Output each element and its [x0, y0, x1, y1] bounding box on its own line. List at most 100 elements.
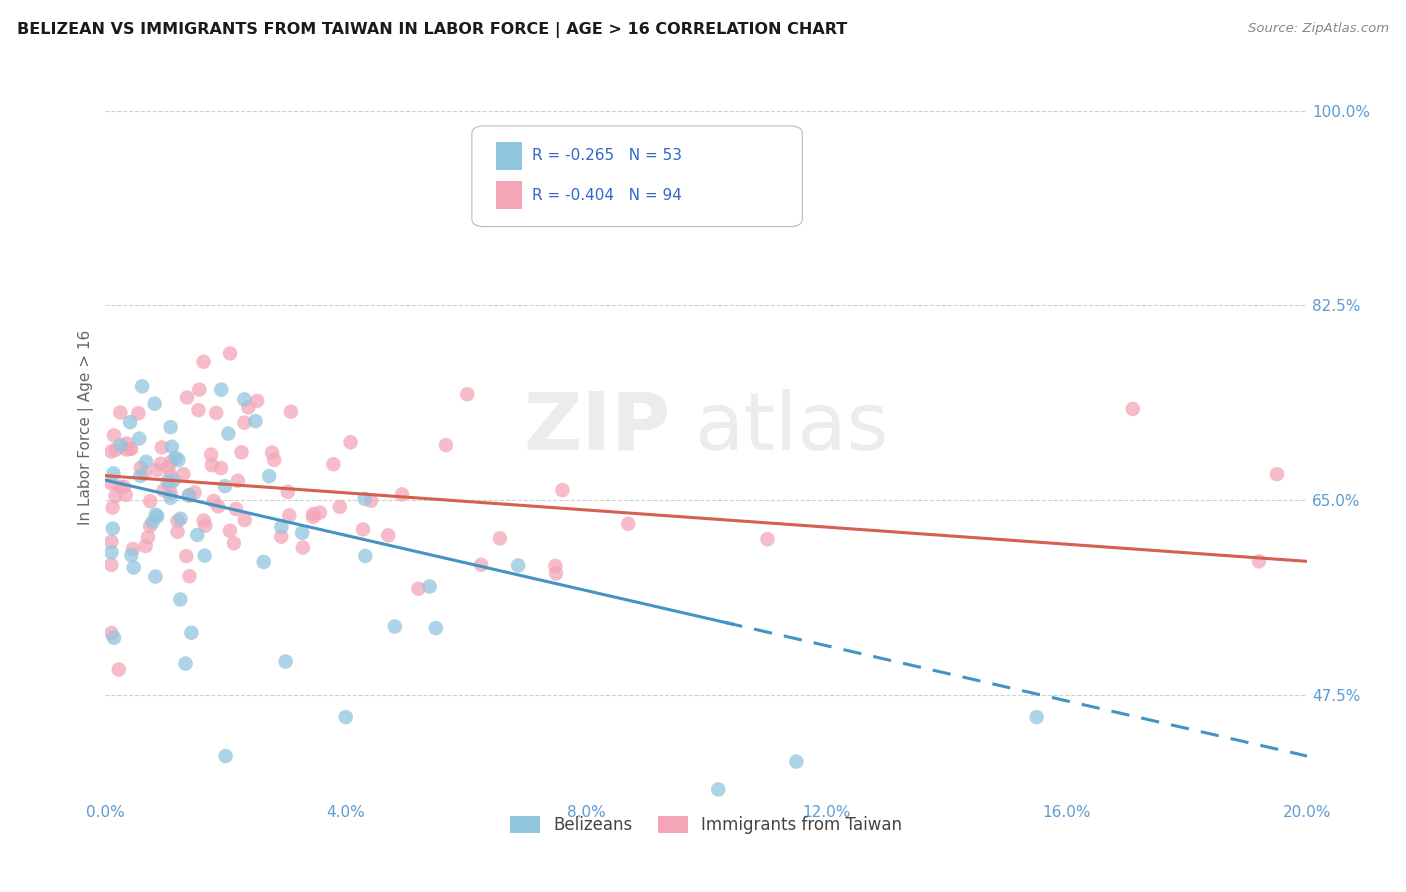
- Point: [263, 453, 285, 467]
- Point: [354, 549, 377, 563]
- Point: [115, 436, 138, 450]
- Point: [277, 484, 299, 499]
- Point: [217, 426, 239, 441]
- Point: [270, 530, 292, 544]
- Point: [756, 533, 779, 547]
- Point: [352, 523, 374, 537]
- Point: [150, 441, 173, 455]
- Point: [707, 782, 730, 797]
- Legend: Belizeans, Immigrants from Taiwan: Belizeans, Immigrants from Taiwan: [503, 809, 908, 840]
- Point: [641, 187, 664, 202]
- Point: [470, 558, 492, 572]
- Point: [134, 467, 156, 481]
- Point: [193, 355, 215, 369]
- Point: [408, 582, 430, 596]
- Point: [201, 458, 224, 472]
- Point: [159, 468, 181, 483]
- Point: [169, 511, 191, 525]
- Point: [146, 509, 169, 524]
- Point: [107, 663, 129, 677]
- Point: [160, 440, 183, 454]
- Point: [136, 530, 159, 544]
- Point: [291, 525, 314, 540]
- Point: [384, 619, 406, 633]
- Point: [194, 549, 217, 563]
- Text: Source: ZipAtlas.com: Source: ZipAtlas.com: [1249, 22, 1389, 36]
- Point: [209, 383, 232, 397]
- Point: [233, 392, 256, 407]
- FancyBboxPatch shape: [472, 126, 803, 227]
- FancyBboxPatch shape: [496, 181, 523, 210]
- Point: [156, 475, 179, 489]
- Point: [104, 442, 127, 457]
- Point: [193, 514, 215, 528]
- Point: [302, 510, 325, 524]
- Point: [245, 414, 267, 428]
- Point: [225, 502, 247, 516]
- Point: [200, 448, 222, 462]
- FancyBboxPatch shape: [496, 142, 523, 170]
- Point: [257, 469, 280, 483]
- Point: [110, 405, 132, 419]
- Point: [120, 442, 142, 456]
- Point: [100, 545, 122, 559]
- Point: [188, 383, 211, 397]
- Point: [120, 415, 142, 429]
- Point: [129, 460, 152, 475]
- Point: [233, 513, 256, 527]
- Point: [1247, 554, 1270, 568]
- Point: [1025, 710, 1047, 724]
- Point: [120, 548, 142, 562]
- Point: [219, 346, 242, 360]
- Point: [339, 435, 361, 450]
- Point: [101, 500, 124, 515]
- Point: [174, 657, 197, 671]
- Point: [544, 558, 567, 573]
- Point: [104, 489, 127, 503]
- Text: R = -0.265   N = 53: R = -0.265 N = 53: [531, 148, 682, 163]
- Point: [214, 749, 236, 764]
- Point: [159, 491, 181, 505]
- Point: [108, 480, 131, 494]
- Point: [322, 457, 344, 471]
- Point: [274, 655, 297, 669]
- Point: [122, 560, 145, 574]
- Point: [157, 479, 180, 493]
- Point: [434, 438, 457, 452]
- Point: [278, 508, 301, 523]
- Point: [377, 528, 399, 542]
- Point: [166, 524, 188, 539]
- Point: [143, 397, 166, 411]
- Point: [308, 506, 330, 520]
- Point: [103, 428, 125, 442]
- Point: [489, 532, 512, 546]
- Point: [103, 631, 125, 645]
- Point: [353, 491, 375, 506]
- Point: [425, 621, 447, 635]
- Point: [176, 391, 198, 405]
- Point: [167, 453, 190, 467]
- Point: [100, 476, 122, 491]
- Point: [785, 755, 807, 769]
- Point: [177, 488, 200, 502]
- Point: [159, 486, 181, 500]
- Point: [157, 460, 180, 475]
- Point: [146, 463, 169, 477]
- Point: [391, 487, 413, 501]
- Point: [100, 444, 122, 458]
- Point: [233, 416, 256, 430]
- Point: [280, 404, 302, 418]
- Point: [335, 710, 357, 724]
- Point: [131, 379, 153, 393]
- Point: [180, 625, 202, 640]
- Point: [419, 580, 441, 594]
- Point: [226, 474, 249, 488]
- Point: [238, 401, 260, 415]
- Point: [115, 442, 138, 457]
- Point: [329, 500, 352, 514]
- Point: [118, 442, 141, 456]
- Point: [128, 432, 150, 446]
- Point: [139, 494, 162, 508]
- Point: [253, 555, 276, 569]
- Point: [231, 445, 253, 459]
